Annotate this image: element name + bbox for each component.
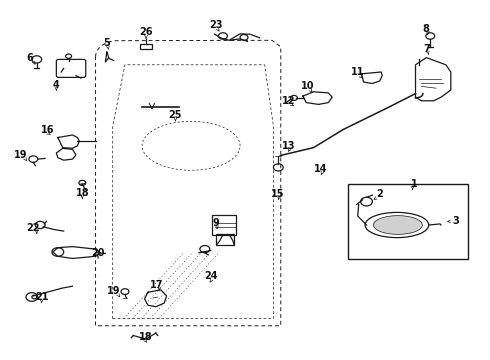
- Bar: [216, 234, 234, 245]
- Text: 18: 18: [139, 332, 153, 342]
- Text: 10: 10: [301, 81, 315, 91]
- Text: 26: 26: [139, 27, 153, 37]
- Text: 16: 16: [41, 125, 55, 135]
- Text: 18: 18: [75, 188, 89, 198]
- Text: 19: 19: [107, 286, 121, 296]
- Text: 8: 8: [423, 24, 430, 34]
- Text: 5: 5: [103, 38, 110, 48]
- Text: 15: 15: [270, 189, 284, 199]
- Text: 23: 23: [209, 20, 222, 30]
- Text: 2: 2: [376, 189, 383, 199]
- Ellipse shape: [373, 216, 422, 234]
- Text: 7: 7: [423, 44, 430, 54]
- Text: 17: 17: [150, 280, 164, 290]
- Bar: [212, 215, 236, 235]
- Text: 9: 9: [212, 218, 219, 228]
- Bar: [348, 184, 468, 259]
- Text: 21: 21: [35, 292, 49, 302]
- Text: 6: 6: [26, 53, 33, 63]
- Text: 13: 13: [282, 141, 296, 151]
- Text: 4: 4: [53, 80, 60, 90]
- Text: 12: 12: [282, 96, 296, 106]
- Text: 1: 1: [411, 179, 417, 189]
- Text: 19: 19: [14, 150, 28, 160]
- Text: 11: 11: [351, 67, 365, 77]
- Text: 24: 24: [204, 271, 218, 282]
- Text: 14: 14: [314, 164, 328, 174]
- Text: 20: 20: [91, 248, 105, 258]
- Bar: [140, 44, 152, 49]
- Text: 22: 22: [26, 222, 40, 233]
- Text: 25: 25: [169, 110, 182, 120]
- Text: 3: 3: [452, 216, 459, 226]
